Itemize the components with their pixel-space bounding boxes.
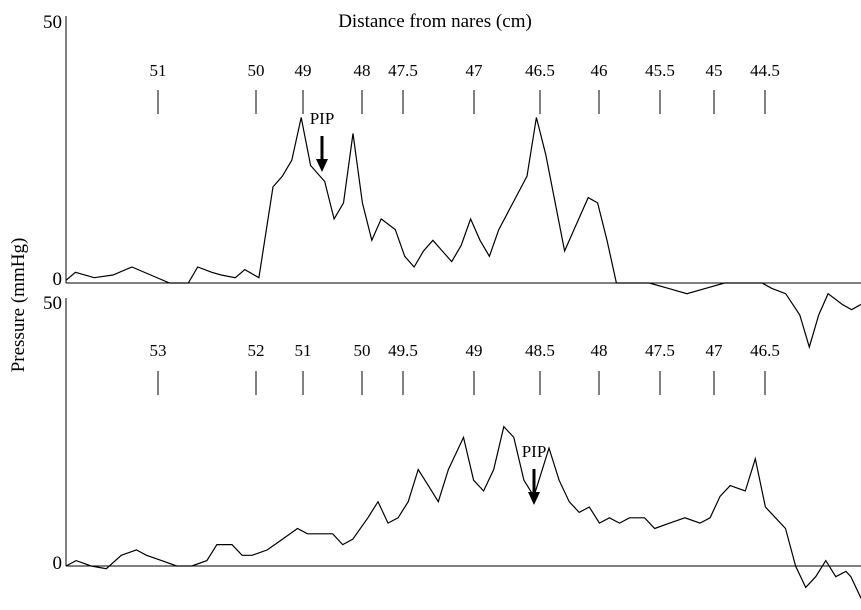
top-distance-markers: 51 50 49 48 47.5 47 46.5 46 45.5 45 44.5 <box>150 61 780 114</box>
top-pressure-trace <box>65 117 861 350</box>
top-distance-label: 47.5 <box>388 61 418 80</box>
bottom-distance-label: 46.5 <box>750 341 780 360</box>
top-y-max-label: 50 <box>43 12 62 33</box>
top-distance-label: 48 <box>354 61 371 80</box>
top-pip-label: PIP <box>310 109 335 128</box>
top-distance-label: 46 <box>591 61 608 80</box>
top-pip-arrow <box>316 136 328 172</box>
bottom-distance-label: 50 <box>354 341 371 360</box>
bottom-y-max-label: 50 <box>43 293 62 314</box>
bottom-distance-markers: 53 52 51 50 49.5 49 48.5 48 47.5 47 46.5 <box>150 341 780 395</box>
bottom-pip-arrow <box>528 469 540 505</box>
bottom-pip-label: PIP <box>522 442 547 461</box>
bottom-distance-label: 53 <box>150 341 167 360</box>
bottom-distance-label: 48 <box>591 341 608 360</box>
y-axis-label: Pressure (mmHg) <box>8 238 29 373</box>
bottom-distance-label: 48.5 <box>525 341 555 360</box>
bottom-distance-label: 49.5 <box>388 341 418 360</box>
top-distance-label: 46.5 <box>525 61 555 80</box>
top-panel: 50 0 51 50 49 48 47.5 47 46.5 46 45.5 45… <box>43 12 861 350</box>
top-distance-label: 45.5 <box>645 61 675 80</box>
top-distance-label: 51 <box>150 61 167 80</box>
top-distance-label: 47 <box>466 61 484 80</box>
bottom-distance-label: 51 <box>295 341 312 360</box>
bottom-panel: 50 0 53 52 51 50 49.5 49 48.5 48 47.5 47… <box>43 293 861 599</box>
chart-title: Distance from nares (cm) <box>338 11 532 32</box>
top-distance-label: 49 <box>295 61 312 80</box>
bottom-distance-label: 47.5 <box>645 341 675 360</box>
bottom-distance-label: 47 <box>706 341 724 360</box>
top-y-zero-label: 0 <box>53 269 63 290</box>
bottom-pressure-trace <box>65 425 861 599</box>
bottom-distance-label: 52 <box>248 341 265 360</box>
top-distance-label: 45 <box>706 61 723 80</box>
top-distance-label: 44.5 <box>750 61 780 80</box>
top-distance-label: 50 <box>248 61 265 80</box>
bottom-distance-label: 49 <box>466 341 483 360</box>
bottom-y-zero-label: 0 <box>53 553 63 574</box>
